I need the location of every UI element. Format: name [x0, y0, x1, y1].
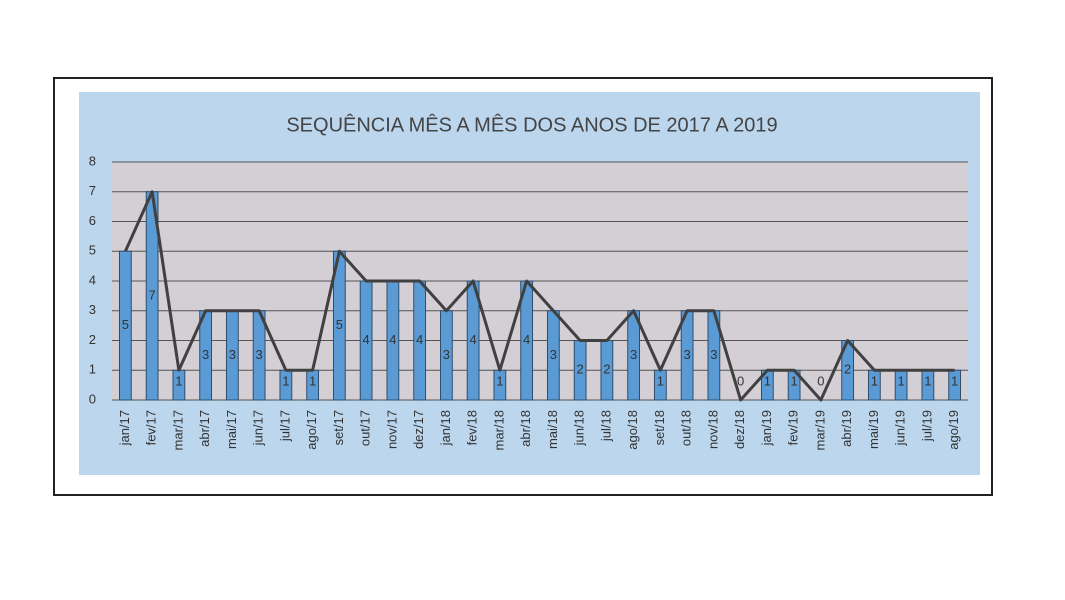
data-label: 2: [577, 362, 584, 377]
data-label: 0: [817, 373, 824, 388]
x-tick-label: nov/17: [384, 410, 399, 449]
y-tick-label: 5: [89, 243, 96, 258]
data-label: 3: [443, 347, 450, 362]
x-tick-label: jun/17: [251, 410, 266, 446]
data-label: 1: [791, 373, 798, 388]
data-label: 4: [363, 332, 370, 347]
chart-title: SEQUÊNCIA MÊS A MÊS DOS ANOS DE 2017 A 2…: [286, 113, 777, 136]
y-tick-label: 1: [89, 362, 96, 377]
data-label: 2: [603, 362, 610, 377]
data-label: 1: [898, 373, 905, 388]
x-tick-label: out/17: [358, 410, 373, 446]
data-label: 3: [229, 347, 236, 362]
data-label: 2: [844, 362, 851, 377]
data-label: 0: [737, 373, 744, 388]
line: [124, 190, 955, 402]
y-tick-label: 2: [89, 332, 96, 347]
x-tick-label: fev/18: [465, 410, 480, 445]
x-tick-label: jan/19: [759, 410, 774, 446]
data-label: 3: [550, 347, 557, 362]
data-label: 3: [710, 347, 717, 362]
data-label: 4: [389, 332, 396, 347]
x-tick-label: out/18: [679, 410, 694, 446]
x-tick-label: ago/18: [625, 410, 640, 450]
x-tick-label: jun/19: [893, 410, 908, 446]
x-tick-label: ago/17: [304, 410, 319, 450]
y-tick-label: 3: [89, 302, 96, 317]
y-tick-label: 6: [89, 213, 96, 228]
x-tick-label: mai/17: [224, 410, 239, 449]
x-tick-label: set/18: [652, 410, 667, 445]
x-tick-label: jul/17: [277, 410, 292, 442]
x-tick-label: jan/18: [438, 410, 453, 446]
x-tick-label: mai/19: [866, 410, 881, 449]
data-label: 7: [149, 287, 156, 302]
x-tick-label: fev/19: [786, 410, 801, 445]
x-tick-label: mar/18: [491, 410, 506, 450]
data-label: 3: [684, 347, 691, 362]
data-label: 1: [951, 373, 958, 388]
data-label: 1: [657, 373, 664, 388]
y-tick-label: 0: [89, 391, 96, 406]
data-label: 3: [256, 347, 263, 362]
x-tick-label: ago/19: [946, 410, 961, 450]
data-label: 1: [496, 373, 503, 388]
x-tick-label: jul/18: [598, 410, 613, 442]
x-tick-label: abr/19: [839, 410, 854, 447]
x-tick-label: mar/17: [170, 410, 185, 450]
x-tick-label: dez/18: [732, 410, 747, 449]
x-tick-label: fev/17: [144, 410, 159, 445]
data-label: 1: [282, 373, 289, 388]
x-tick-label: abr/18: [518, 410, 533, 447]
x-tick-label: abr/17: [197, 410, 212, 447]
data-label: 3: [630, 347, 637, 362]
y-tick-label: 4: [89, 272, 96, 287]
data-label: 4: [470, 332, 477, 347]
data-label: 5: [122, 317, 129, 332]
x-tick-label: mar/19: [812, 410, 827, 450]
x-tick-label: dez/17: [411, 410, 426, 449]
data-label: 3: [202, 347, 209, 362]
data-label: 4: [416, 332, 423, 347]
data-label: 5: [336, 317, 343, 332]
x-tick-label: nov/18: [705, 410, 720, 449]
data-label: 1: [175, 373, 182, 388]
data-label: 1: [309, 373, 316, 388]
data-label: 1: [924, 373, 931, 388]
y-tick-label: 8: [89, 153, 96, 168]
x-tick-label: set/17: [331, 410, 346, 445]
data-label: 4: [523, 332, 530, 347]
x-tick-label: jul/19: [919, 410, 934, 442]
y-tick-label: 7: [89, 183, 96, 198]
data-label: 1: [871, 373, 878, 388]
x-tick-label: jan/17: [117, 410, 132, 446]
x-tick-label: jun/18: [572, 410, 587, 446]
x-tick-label: mai/18: [545, 410, 560, 449]
data-label: 1: [764, 373, 771, 388]
